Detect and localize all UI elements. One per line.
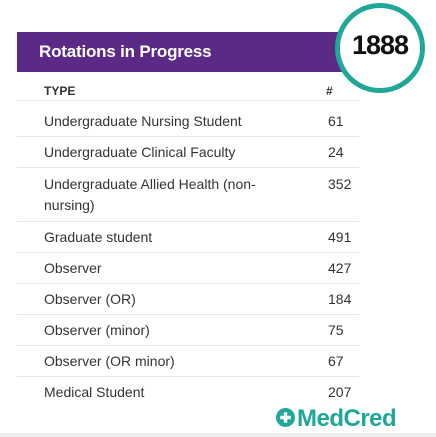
medcred-logo: MedCred — [276, 405, 432, 432]
plus-circle-icon — [276, 408, 295, 427]
brand-name: MedCred — [297, 405, 397, 432]
row-divider — [17, 221, 359, 222]
row-type: Observer (OR minor) — [44, 353, 175, 369]
total-count-badge: 1888 — [335, 3, 425, 93]
row-type: Observer (minor) — [44, 322, 150, 338]
row-count: 491 — [328, 229, 352, 245]
row-type: Medical Student — [44, 384, 145, 400]
row-count: 352 — [328, 176, 352, 192]
row-count: 61 — [328, 113, 344, 129]
row-count: 67 — [328, 353, 344, 369]
row-type: Undergraduate Clinical Faculty — [44, 144, 236, 160]
column-header-count: # — [326, 84, 333, 98]
badge-number: 1888 — [351, 30, 409, 60]
row-divider — [17, 345, 359, 346]
row-count: 184 — [328, 291, 352, 307]
bottom-strip — [0, 433, 436, 437]
row-type: Graduate student — [44, 229, 153, 245]
rotations-card: Rotations in Progress TYPE # Undergradua… — [17, 32, 359, 405]
row-divider — [17, 376, 359, 377]
card-title: Rotations in Progress — [39, 42, 212, 61]
row-divider — [17, 314, 359, 315]
row-type: Observer — [44, 260, 102, 276]
row-divider — [17, 136, 359, 137]
column-header-type: TYPE — [44, 84, 76, 98]
row-type: Undergraduate Allied Health (non-nursing… — [44, 176, 256, 213]
row-type: Undergraduate Nursing Student — [44, 113, 242, 129]
row-divider — [17, 252, 359, 253]
card-header: Rotations in Progress — [17, 32, 359, 72]
row-divider — [17, 167, 359, 168]
header-divider — [17, 100, 359, 101]
row-type: Observer (OR) — [44, 291, 136, 307]
row-count: 24 — [328, 144, 344, 160]
row-count: 427 — [328, 260, 352, 276]
row-count: 207 — [328, 384, 352, 400]
row-count: 75 — [328, 322, 344, 338]
row-divider — [17, 283, 359, 284]
